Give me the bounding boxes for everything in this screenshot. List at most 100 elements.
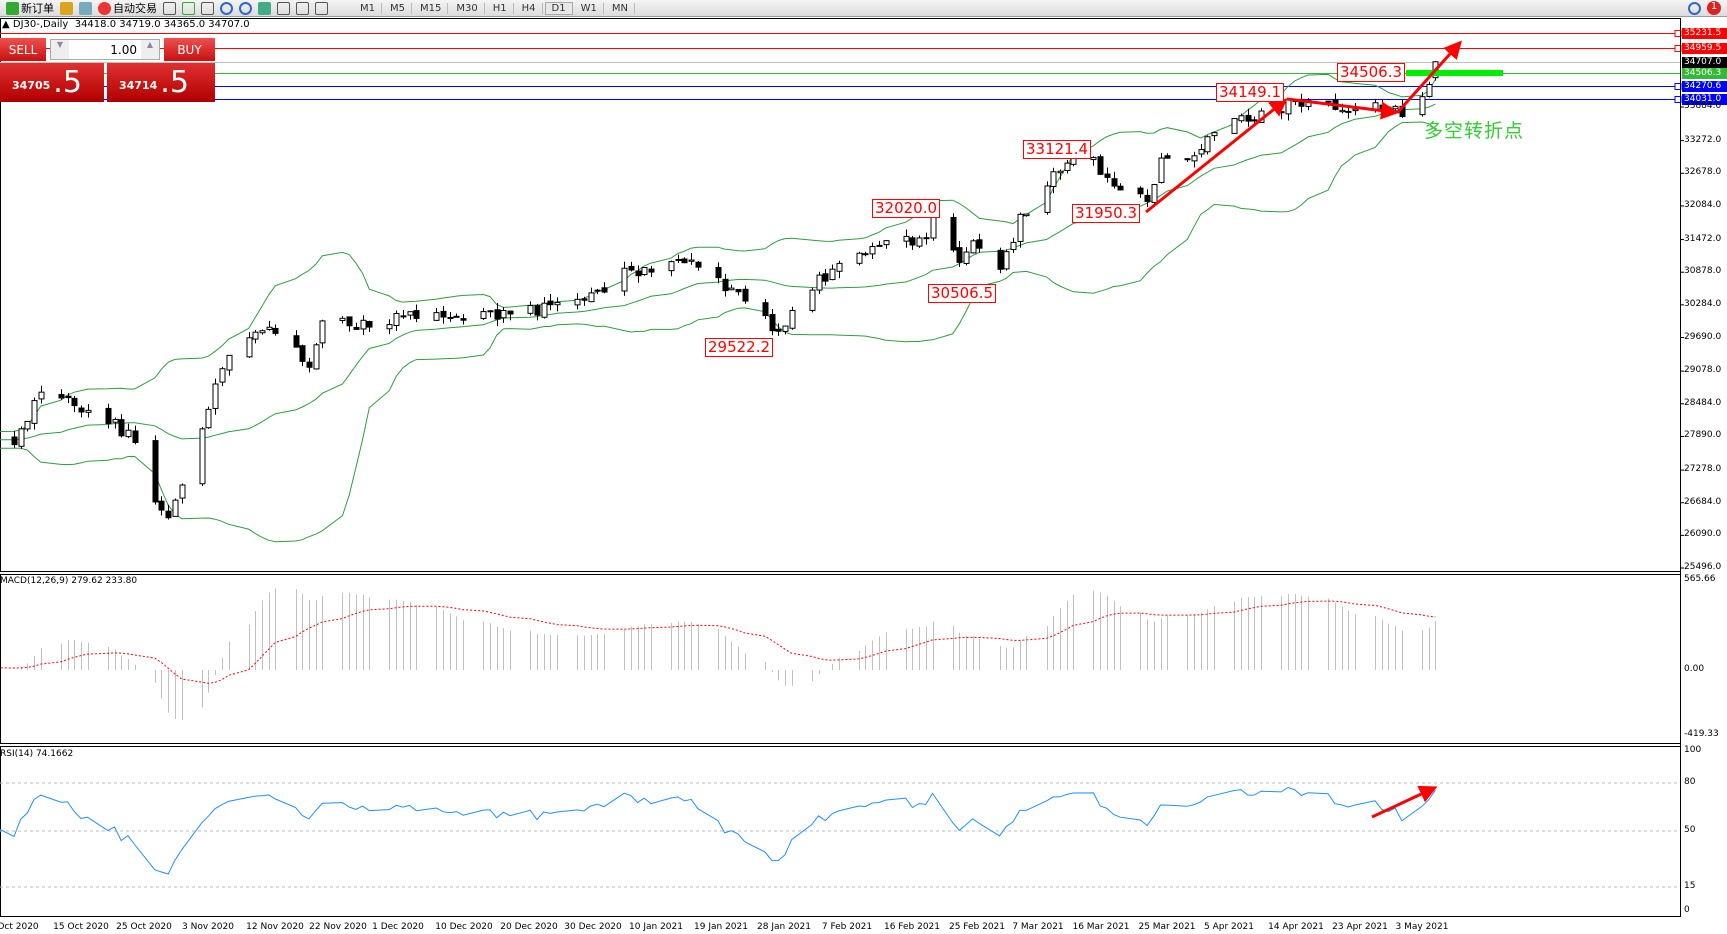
crosshair-icon[interactable] xyxy=(296,1,309,15)
candle xyxy=(339,316,346,324)
candle-body xyxy=(266,326,273,330)
trendline-icon[interactable] xyxy=(315,1,328,15)
candle-body xyxy=(460,318,467,321)
search-icon[interactable] xyxy=(1688,1,1701,15)
line-chart-icon[interactable] xyxy=(201,1,214,15)
price-annotation[interactable]: 32020.0 xyxy=(872,199,941,218)
candle xyxy=(641,267,648,276)
candles xyxy=(11,61,1439,520)
candle xyxy=(1298,93,1305,113)
navigator-icon[interactable] xyxy=(79,1,92,15)
ohlc-values: 34418.0 34719.0 34365.0 34707.0 xyxy=(74,19,250,30)
price-annotation[interactable]: 30506.5 xyxy=(928,284,997,303)
candle xyxy=(809,287,816,313)
rsi-axis-label: 50 xyxy=(1684,825,1696,835)
candle xyxy=(319,319,326,349)
rsi-up-arrow xyxy=(1371,785,1438,819)
price-annotation[interactable]: 33121.4 xyxy=(1023,140,1092,159)
candle-body xyxy=(118,419,125,437)
timeframe-m15[interactable]: M15 xyxy=(414,2,449,14)
bar-chart-icon[interactable] xyxy=(163,1,176,15)
date-tick-label: 1 Dec 2020 xyxy=(372,922,424,932)
price-tick-label: 28484.0 xyxy=(1684,397,1722,408)
tile-windows-icon[interactable] xyxy=(258,1,271,15)
buy-price-button[interactable]: 34714.5 xyxy=(107,63,215,102)
cursor-icon[interactable] xyxy=(277,1,290,15)
candle-chart-icon[interactable] xyxy=(182,1,195,15)
candle xyxy=(413,304,420,323)
candle-body xyxy=(1010,241,1017,251)
lot-increase-icon[interactable]: ▲ xyxy=(141,40,159,59)
sell-button[interactable]: SELL xyxy=(0,38,46,61)
notification-badge[interactable]: 1 xyxy=(1707,1,1721,15)
candle-body xyxy=(1184,158,1191,161)
candle xyxy=(219,366,226,387)
candle xyxy=(226,354,233,376)
buy-button[interactable]: BUY xyxy=(164,38,215,61)
auto-trading-button[interactable]: 自动交易 xyxy=(98,1,157,16)
lot-value[interactable]: 1.00 xyxy=(110,42,137,57)
candle-body xyxy=(675,258,682,261)
macd-axis-label: 0.00 xyxy=(1684,664,1705,674)
candle xyxy=(1198,144,1205,158)
price-annotation[interactable]: 34506.3 xyxy=(1337,63,1406,82)
candle xyxy=(112,417,119,429)
candle-body xyxy=(339,317,346,322)
candle-body xyxy=(547,300,554,306)
macd-panel-border xyxy=(0,574,1681,744)
candle-body xyxy=(950,216,957,251)
candle xyxy=(527,301,534,316)
zoom-in-icon[interactable] xyxy=(220,1,233,15)
candle-body xyxy=(829,268,836,281)
candle xyxy=(118,414,125,438)
candle xyxy=(735,288,742,296)
timeframe-m1[interactable]: M1 xyxy=(354,2,382,14)
timeframe-h1[interactable]: H1 xyxy=(487,2,514,14)
candle xyxy=(313,342,320,370)
candle-body xyxy=(165,510,172,519)
candle xyxy=(199,427,206,487)
rsi-title: RSI(14) 74.1662 xyxy=(0,749,74,759)
candle xyxy=(299,344,306,367)
candle-body xyxy=(1392,105,1399,110)
candle xyxy=(152,435,159,505)
new-order-label: 新订单 xyxy=(21,2,54,15)
candle-body xyxy=(1245,114,1252,122)
candle xyxy=(956,241,963,267)
price-tick-label: 31472.0 xyxy=(1684,233,1722,244)
price-annotation[interactable]: 31950.3 xyxy=(1072,204,1141,223)
lot-decrease-icon[interactable]: ▼ xyxy=(51,40,69,59)
candle xyxy=(447,311,454,322)
candle-body xyxy=(447,316,454,319)
candle-body xyxy=(715,266,722,279)
candle xyxy=(675,254,682,263)
breakout-arrow xyxy=(1395,40,1463,115)
candle xyxy=(1419,92,1426,117)
candle xyxy=(246,332,253,358)
price-annotation[interactable]: 34149.1 xyxy=(1216,83,1285,102)
folder-icon[interactable] xyxy=(60,1,73,15)
lot-input[interactable]: ▼ 1.00 ▲ xyxy=(50,39,160,60)
price-tick-label: 32678.0 xyxy=(1684,167,1722,178)
timeframe-m5[interactable]: M5 xyxy=(384,2,412,14)
new-order-button[interactable]: 新订单 xyxy=(6,1,54,16)
macd-plot xyxy=(0,588,1436,721)
candle xyxy=(1204,135,1211,155)
candle-body xyxy=(856,252,863,264)
candle xyxy=(1211,131,1218,142)
candle-body xyxy=(1339,109,1346,113)
macd-axis-label: -419.33 xyxy=(1684,729,1719,739)
timeframe-h4[interactable]: H4 xyxy=(516,2,543,14)
candle-body xyxy=(494,309,501,320)
candle xyxy=(125,423,132,439)
timeframe-mn[interactable]: MN xyxy=(606,2,635,14)
candle-body xyxy=(366,321,373,328)
turning-point-note: 多空转折点 xyxy=(1424,120,1525,142)
timeframe-m30[interactable]: M30 xyxy=(450,2,485,14)
zoom-out-icon[interactable] xyxy=(239,1,252,15)
sell-price-button[interactable]: 34705.5 xyxy=(0,63,104,102)
timeframe-w1[interactable]: W1 xyxy=(575,2,604,14)
price-annotation[interactable]: 29522.2 xyxy=(705,338,774,357)
timeframe-d1[interactable]: D1 xyxy=(544,1,573,15)
